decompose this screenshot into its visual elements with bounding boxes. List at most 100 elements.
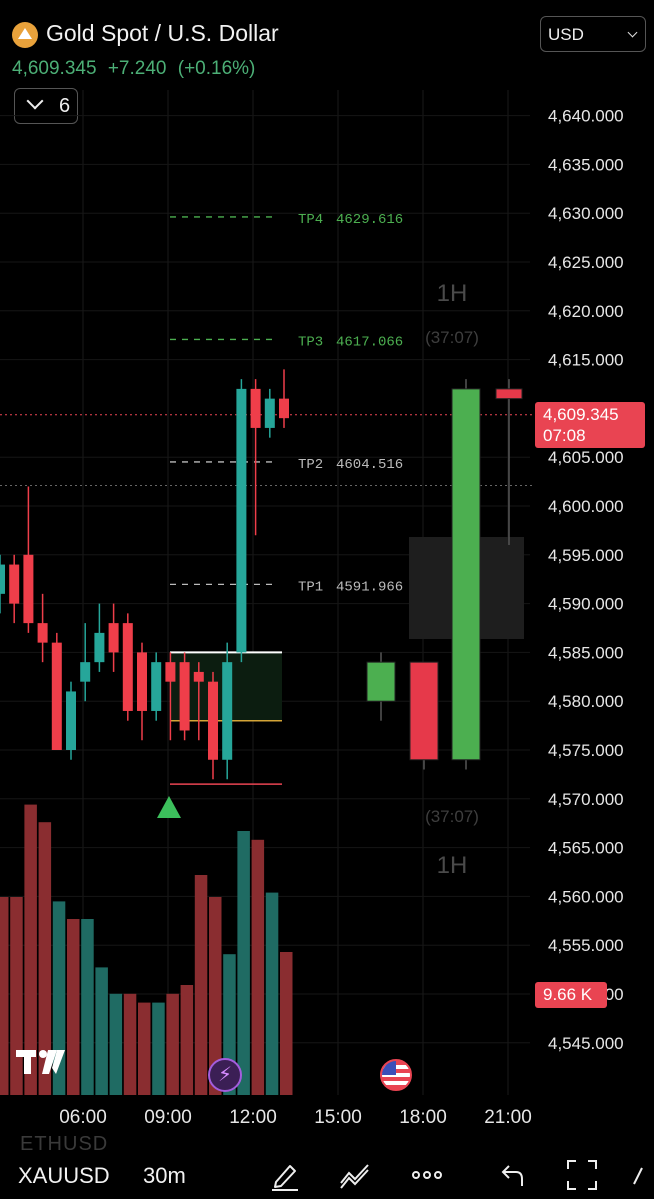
price-tick-label: 4,580.000 [548,692,624,711]
last-price-label: 4,609.345 [543,405,619,424]
price-tick-label: 4,635.000 [548,155,624,174]
tp-label: TP1 [298,579,323,595]
interval-button[interactable]: 30m [143,1163,186,1188]
candle-body [279,398,289,419]
volume-bar [251,839,265,1095]
tradingview-logo[interactable] [16,1048,66,1076]
bar-countdown: 07:08 [543,426,586,445]
volume-bar [95,967,108,1095]
htf-candle-body [495,388,523,400]
htf-candle-body [451,388,481,761]
volume-bar [152,1002,165,1095]
time-tick-label: 06:00 [59,1107,107,1128]
time-tick-label: 21:00 [484,1107,532,1128]
tp-value: 4604.516 [336,457,403,473]
price-tick-label: 4,575.000 [548,741,624,760]
volume-tag: 9.66 K [535,982,607,1008]
volume-bar [194,875,208,1095]
volume-bar [180,985,194,1095]
candle-body [264,398,275,428]
candle-body [9,564,20,604]
candle-body [80,662,91,682]
price-tick-label: 4,570.000 [548,790,624,809]
more-icon[interactable] [410,1158,444,1192]
htf-timeframe-top: 1H [437,280,468,307]
volume-bar [0,897,9,1095]
price-tick-label: 4,620.000 [548,302,624,321]
tp-label: TP3 [298,334,323,350]
gold-logo-icon [12,22,38,48]
htf-timeframe-bottom: 1H [437,852,468,879]
tp-value: 4617.066 [336,334,403,350]
price-tick-label: 4,600.000 [548,497,624,516]
candle-body [236,388,247,653]
buy-signal-icon [157,796,181,818]
last-price: 4,609.345 [12,58,97,79]
indicators-toggle-button[interactable]: 6 [14,88,78,124]
price-change: +7.240 [107,58,167,79]
fullscreen-icon[interactable] [565,1158,599,1192]
htf-timer-top: (37:07) [425,328,479,347]
currency-select[interactable]: USD [540,16,646,52]
price-tick-label: 4,595.000 [548,546,624,565]
currency-label: USD [548,25,584,44]
candle-body [66,691,76,750]
time-tick-label: 09:00 [144,1107,192,1128]
tp-value: 4629.616 [336,212,403,228]
price-tick-label: 4,560.000 [548,887,624,906]
volume-bar [209,897,222,1095]
time-tick-label: 18:00 [399,1107,447,1128]
volume-bar [81,919,94,1095]
volume-bar [123,993,137,1095]
candle-body [108,623,119,653]
candle-body [250,388,261,428]
price-change-pct: (+0.16%) [177,58,256,79]
volume-label: 9.66 K [543,985,593,1004]
price-tick-label: 4,630.000 [548,204,624,223]
candle-body [179,662,190,731]
tp-value: 4591.966 [336,579,403,595]
price-readout: 4,609.345 +7.240 (+0.16%) [12,58,261,80]
htf-candle-body [366,661,396,702]
volume-bar [265,892,279,1095]
volume-bar [109,993,123,1095]
price-tick-label: 4,545.000 [548,1034,624,1053]
price-tick-label: 4,565.000 [548,839,624,858]
candle-body [222,662,233,760]
last-price-tag: 4,609.345 07:08 [535,402,645,448]
volume-bar [166,993,179,1095]
candle-body [165,662,176,682]
undo-icon[interactable] [495,1158,529,1192]
price-tick-label: 4,640.000 [548,107,624,126]
candle-body [122,623,133,711]
volume-bar [38,822,52,1095]
lightning-icon[interactable]: ⚡ [208,1058,242,1092]
candle-body [137,652,147,711]
candle-body [151,662,162,711]
htf-candle-body [409,661,439,761]
volume-bar [24,804,37,1095]
candle-body [0,564,5,594]
volume-bar [280,952,293,1095]
indicator-count: 6 [59,95,71,117]
candle-body [51,642,62,750]
price-tick-label: 4,590.000 [548,595,624,614]
volume-bar [67,919,80,1095]
draw-icon[interactable] [268,1158,302,1192]
us-flag-icon[interactable] [380,1059,412,1091]
price-tick-label: 4,615.000 [548,351,624,370]
price-tick-label: 4,555.000 [548,936,624,955]
candle-body [193,671,204,682]
ghost-symbol: ETHUSD [20,1133,109,1155]
candle-body [208,681,218,760]
htf-timer-bottom: (37:07) [425,807,479,826]
symbol-title[interactable]: Gold Spot / U.S. Dollar [46,20,279,46]
price-chart[interactable]: 4,640.000 4,635.000 4,630.000 4,625.000 4,62… [0,0,654,1148]
extra-icon[interactable] [628,1158,648,1192]
symbol-button[interactable]: XAUUSD [18,1163,110,1188]
price-tick-label: 4,585.000 [548,643,624,662]
indicators-icon[interactable] [338,1158,372,1192]
volume-bar [237,831,250,1095]
volume-bar [10,897,23,1095]
candle-body [23,554,34,624]
